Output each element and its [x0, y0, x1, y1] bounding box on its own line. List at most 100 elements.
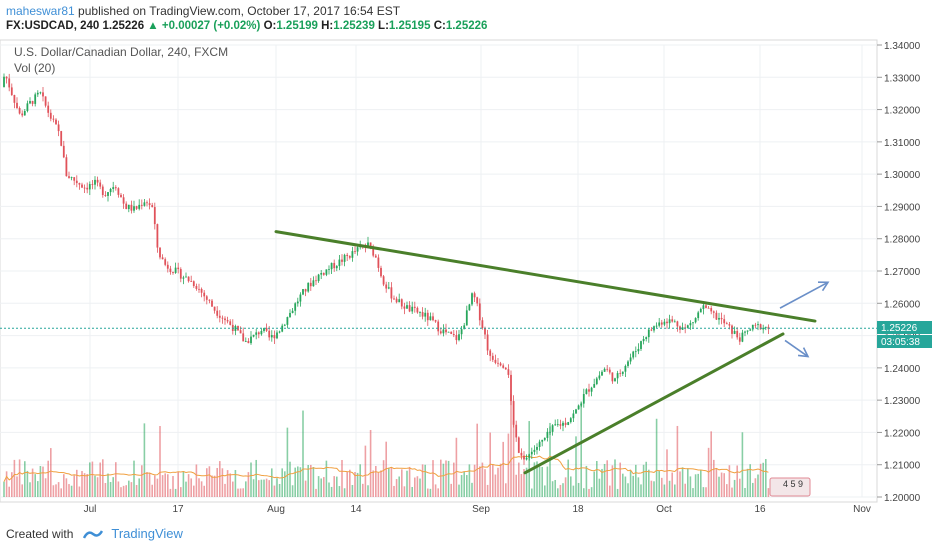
volume-bar	[585, 465, 588, 497]
volume-bar	[265, 478, 268, 497]
candle-body	[762, 327, 765, 330]
candle-body	[393, 298, 395, 300]
event-badge[interactable]: 4 5 9	[769, 477, 811, 497]
volume-bar	[476, 423, 478, 497]
candle-body	[624, 365, 627, 372]
volume-bar	[442, 463, 445, 497]
volume-bar	[445, 460, 447, 497]
candle-body	[432, 316, 434, 321]
volume-bar	[367, 485, 369, 497]
candle-body	[621, 371, 624, 374]
volume-bar	[252, 479, 255, 497]
candle-body	[715, 312, 718, 320]
volume-bar	[260, 479, 263, 497]
candle-body	[309, 282, 312, 287]
volume-bar	[538, 466, 541, 497]
candle-body	[525, 457, 528, 460]
candle-body	[247, 340, 250, 344]
candle-body	[5, 76, 8, 79]
candle-body	[585, 389, 588, 395]
volume-bar	[206, 468, 208, 497]
volume-bar	[762, 462, 764, 497]
candle-body	[99, 182, 102, 187]
volume-bar	[312, 467, 315, 497]
candle-body	[504, 367, 507, 370]
x-tick-label: 16	[754, 504, 766, 515]
tradingview-brand-link[interactable]: TradingView	[111, 526, 183, 541]
volume-bar	[3, 481, 5, 497]
candle-body	[96, 179, 99, 183]
candle-body	[130, 204, 133, 211]
x-tick-label: Aug	[267, 504, 285, 515]
trendline-resistance[interactable]	[274, 230, 817, 323]
candle-body	[663, 321, 666, 325]
symbol-label[interactable]: FX:USDCAD, 240	[6, 20, 100, 32]
volume-bar	[359, 464, 361, 497]
volume-bar	[76, 469, 78, 497]
price-chart[interactable]: 1.34000 1.33000 1.32000 1.31000 1.30000 1.290…	[0, 0, 932, 520]
volume-bar	[102, 459, 104, 497]
author-link[interactable]: maheswar81	[6, 4, 75, 18]
volume-bar	[11, 472, 13, 497]
volume-bar	[26, 470, 29, 497]
arrow-up-head	[817, 281, 830, 292]
candle-body	[107, 192, 109, 196]
arrow-down-head	[797, 347, 810, 358]
candle-body	[29, 101, 31, 104]
volume-bar	[661, 477, 663, 497]
volume-bar	[18, 459, 21, 497]
volume-bar	[346, 471, 348, 497]
volume-bar	[432, 460, 434, 497]
volume-bar	[497, 467, 499, 497]
candle-body	[44, 96, 47, 106]
volume-bar	[138, 478, 140, 497]
volume-bar	[151, 484, 153, 497]
candle-body	[507, 369, 510, 375]
y-tick-label: 1.24000	[884, 364, 921, 375]
price-axis[interactable]: 1.34000 1.33000 1.32000 1.31000 1.30000 1.290…	[877, 41, 921, 504]
volume-bar	[687, 468, 689, 497]
volume-bar	[302, 410, 304, 497]
candle-body	[273, 335, 276, 339]
projection-arrows[interactable]	[779, 281, 830, 358]
volume-bar	[681, 467, 684, 497]
volume-bar	[232, 481, 234, 497]
candle-body	[195, 286, 198, 289]
volume-bar	[637, 477, 640, 497]
arrow-up-shaft[interactable]	[779, 281, 829, 309]
volume-bar	[684, 483, 686, 497]
candle-body	[60, 131, 63, 146]
volume-bar	[533, 462, 536, 497]
volume-title: Vol (20)	[14, 61, 56, 75]
trendline-support[interactable]	[523, 332, 785, 475]
candle-body	[169, 268, 172, 273]
time-axis[interactable]: Jul 17 Aug 14 Sep 18 Oct 16 Nov	[84, 504, 871, 515]
volume-bar	[408, 466, 411, 497]
volume-bar	[167, 474, 169, 497]
candle-body	[481, 320, 484, 329]
x-tick-label: 18	[572, 504, 584, 515]
volume-bar	[83, 473, 86, 497]
volume-bar	[99, 462, 101, 497]
volume-bar	[81, 470, 83, 497]
volume-bar	[473, 464, 476, 497]
candle-body	[416, 307, 419, 313]
volume-bar	[619, 462, 621, 497]
volume-bar	[247, 472, 250, 497]
volume-bar	[494, 474, 497, 497]
volume-bar	[746, 468, 749, 497]
volume-bar	[31, 468, 34, 497]
candle-body	[68, 176, 70, 178]
candle-body	[16, 102, 18, 109]
volume-bar	[255, 459, 257, 497]
candle-body	[512, 401, 515, 425]
volume-bar	[544, 485, 546, 497]
arrow-down-shaft[interactable]	[784, 339, 809, 358]
volume-bar	[130, 482, 133, 497]
candle-body	[658, 322, 661, 326]
volume-bar	[429, 488, 432, 497]
volume-bar	[125, 485, 127, 497]
y-tick-label: 1.33000	[884, 73, 921, 84]
trendlines[interactable]	[274, 230, 817, 475]
volume-bar	[741, 432, 744, 497]
